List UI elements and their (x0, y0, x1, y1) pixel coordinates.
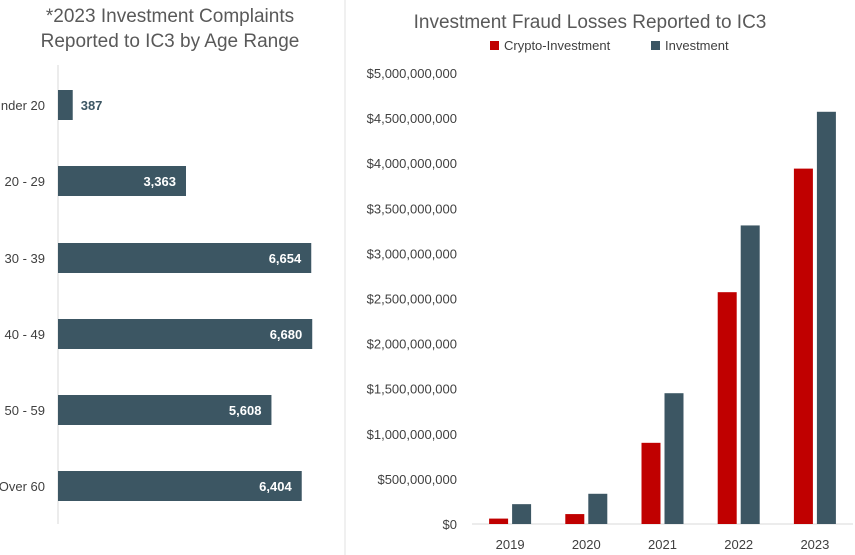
age-bar (58, 395, 272, 425)
age-value-label: 5,608 (229, 403, 262, 418)
x-tick-label: 2023 (800, 537, 829, 552)
x-tick-label: 2022 (724, 537, 753, 552)
age-category-label: Over 60 (0, 479, 45, 494)
y-tick-label: $4,500,000,000 (367, 111, 457, 126)
age-chart: *2023 Investment Complaints Reported to … (0, 6, 313, 524)
legend-swatch-crypto (490, 41, 499, 50)
crypto-investment-bar (641, 442, 661, 524)
losses-chart-axes: $0 $500,000,000 $1,000,000,000 $1,500,000,0… (367, 66, 853, 552)
y-tick-label: $3,500,000,000 (367, 201, 457, 216)
age-value-label: 6,404 (259, 479, 292, 494)
age-category-label: 50 - 59 (5, 403, 45, 418)
losses-legend: Crypto-Investment Investment (490, 38, 729, 53)
x-tick-label: 2021 (648, 537, 677, 552)
y-tick-label: $0 (443, 517, 457, 532)
age-value-label: 6,680 (270, 327, 303, 342)
losses-chart-title: Investment Fraud Losses Reported to IC3 (414, 12, 767, 33)
x-tick-label: 2019 (496, 537, 525, 552)
y-tick-label: $500,000,000 (377, 472, 457, 487)
age-value-label: 6,654 (269, 251, 302, 266)
y-tick-label: $2,500,000,000 (367, 292, 457, 307)
age-chart-bars: Under 20 387 20 - 29 3,363 30 - 39 6,654 40 - … (0, 65, 313, 524)
age-category-label: Under 20 (0, 98, 45, 113)
crypto-investment-bar (565, 514, 585, 524)
investment-bar (816, 111, 836, 524)
crypto-investment-bar (489, 518, 509, 524)
investment-bar (740, 225, 760, 525)
legend-label-investment: Investment (665, 38, 729, 53)
y-tick-label: $2,000,000,000 (367, 337, 457, 352)
age-value-label: 3,363 (143, 174, 176, 189)
y-tick-label: $1,500,000,000 (367, 382, 457, 397)
y-tick-label: $3,000,000,000 (367, 246, 457, 261)
crypto-investment-bar (717, 292, 737, 524)
y-tick-label: $4,000,000,000 (367, 156, 457, 171)
investment-bar (512, 504, 532, 524)
x-tick-label: 2020 (572, 537, 601, 552)
investment-bar (588, 493, 608, 524)
crypto-investment-bar (793, 168, 813, 524)
age-category-label: 40 - 49 (5, 327, 45, 342)
y-tick-label: $1,000,000,000 (367, 427, 457, 442)
age-bar (58, 166, 186, 196)
losses-chart: Investment Fraud Losses Reported to IC3 … (367, 12, 853, 552)
investment-bar (664, 393, 684, 524)
legend-swatch-investment (651, 41, 660, 50)
age-bar (58, 319, 313, 349)
legend-label-crypto: Crypto-Investment (504, 38, 611, 53)
age-bar (58, 471, 302, 501)
age-chart-title-line-2: Reported to IC3 by Age Range (41, 31, 300, 52)
y-tick-label: $5,000,000,000 (367, 66, 457, 81)
age-value-label: 387 (81, 98, 103, 113)
age-category-label: 30 - 39 (5, 251, 45, 266)
age-category-label: 20 - 29 (5, 174, 45, 189)
age-bar (58, 90, 73, 120)
age-bar (58, 243, 312, 273)
age-chart-title-line-1: *2023 Investment Complaints (46, 6, 294, 27)
losses-chart-bars (489, 111, 836, 525)
